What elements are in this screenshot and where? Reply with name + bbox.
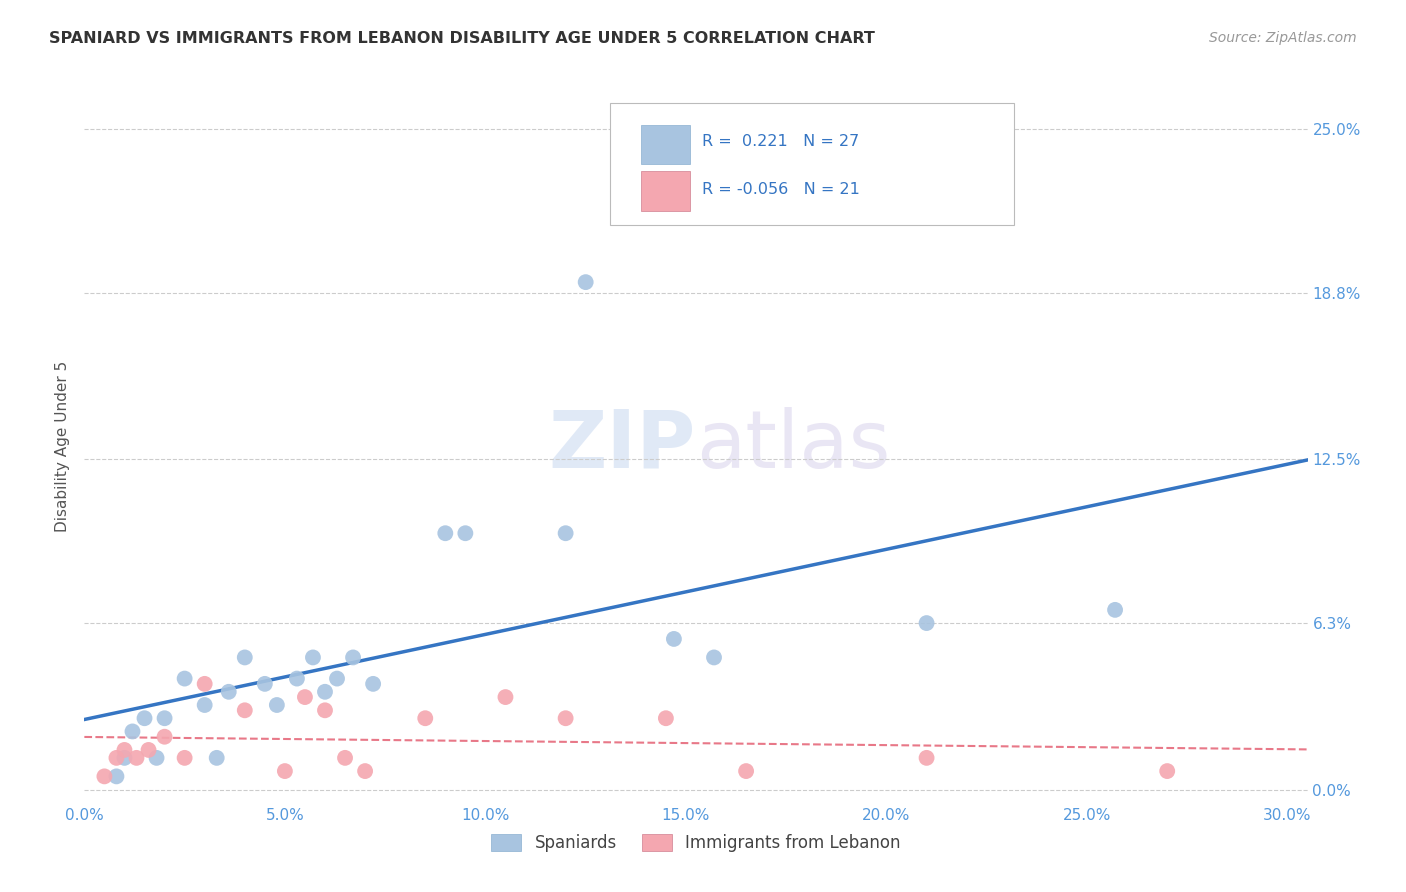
Point <box>233 650 256 665</box>
Point <box>554 711 576 725</box>
Point <box>1156 764 1178 778</box>
FancyBboxPatch shape <box>610 103 1014 225</box>
Point <box>434 526 457 541</box>
Point <box>153 711 176 725</box>
Point <box>138 743 160 757</box>
Point <box>194 677 217 691</box>
Point <box>703 650 725 665</box>
Point <box>274 764 297 778</box>
Text: atlas: atlas <box>696 407 890 485</box>
Point <box>285 672 308 686</box>
Point <box>105 751 128 765</box>
FancyBboxPatch shape <box>641 171 690 211</box>
Point <box>134 711 156 725</box>
Point <box>253 677 276 691</box>
Point <box>218 685 240 699</box>
Point <box>153 730 176 744</box>
Point <box>354 764 377 778</box>
Text: R =  0.221   N = 27: R = 0.221 N = 27 <box>702 134 859 149</box>
Point <box>114 743 136 757</box>
Point <box>121 724 143 739</box>
Y-axis label: Disability Age Under 5: Disability Age Under 5 <box>55 360 70 532</box>
Text: R = -0.056   N = 21: R = -0.056 N = 21 <box>702 182 860 196</box>
Point <box>125 751 148 765</box>
Point <box>333 751 356 765</box>
Point <box>173 672 195 686</box>
Point <box>294 690 316 704</box>
Point <box>662 632 685 646</box>
Point <box>105 769 128 783</box>
Point <box>361 677 384 691</box>
Point <box>655 711 678 725</box>
Point <box>205 751 228 765</box>
Point <box>314 685 336 699</box>
Point <box>233 703 256 717</box>
Point <box>326 672 349 686</box>
Point <box>915 751 938 765</box>
Point <box>114 751 136 765</box>
Point <box>145 751 167 765</box>
Point <box>194 698 217 712</box>
Point <box>413 711 436 725</box>
Text: Source: ZipAtlas.com: Source: ZipAtlas.com <box>1209 31 1357 45</box>
Point <box>735 764 758 778</box>
Text: ZIP: ZIP <box>548 407 696 485</box>
Point <box>1104 603 1126 617</box>
Point <box>173 751 195 765</box>
Point <box>915 616 938 631</box>
Text: SPANIARD VS IMMIGRANTS FROM LEBANON DISABILITY AGE UNDER 5 CORRELATION CHART: SPANIARD VS IMMIGRANTS FROM LEBANON DISA… <box>49 31 875 46</box>
Legend: Spaniards, Immigrants from Lebanon: Spaniards, Immigrants from Lebanon <box>485 827 907 859</box>
Point <box>454 526 477 541</box>
FancyBboxPatch shape <box>641 125 690 164</box>
Point <box>266 698 288 712</box>
Point <box>302 650 325 665</box>
Point <box>575 275 598 289</box>
Point <box>554 526 576 541</box>
Point <box>342 650 364 665</box>
Point <box>314 703 336 717</box>
Point <box>93 769 115 783</box>
Point <box>495 690 517 704</box>
